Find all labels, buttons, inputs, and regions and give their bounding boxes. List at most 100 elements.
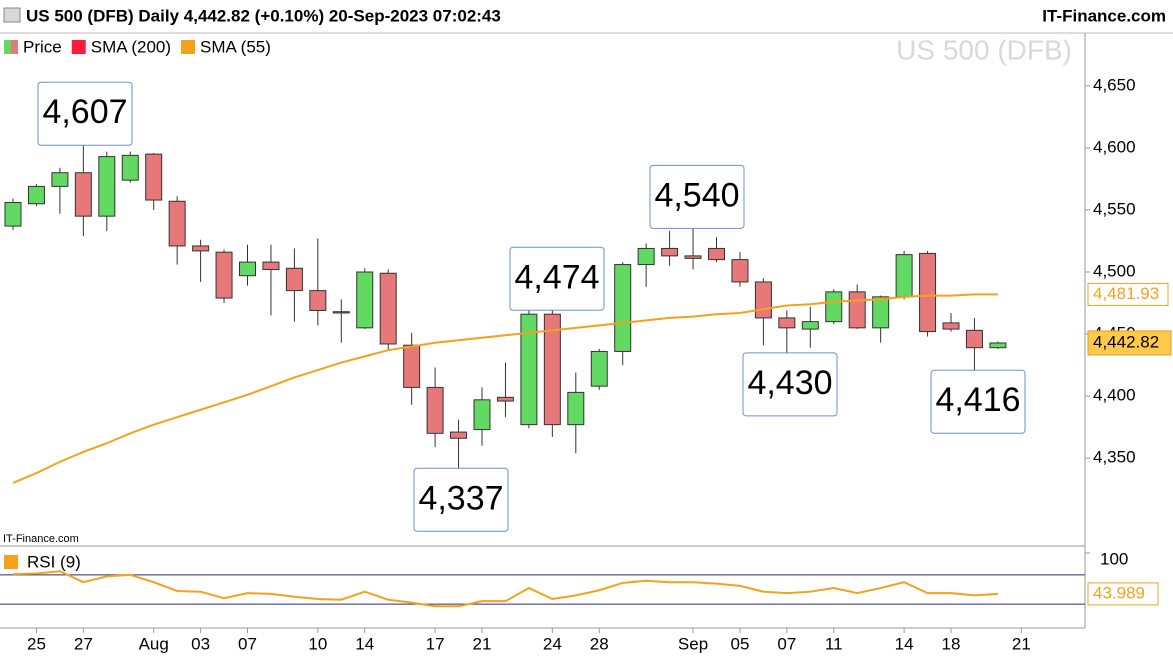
candle-body [872,296,890,329]
legend-label: SMA (55) [200,37,271,56]
last-value-box [1087,330,1172,356]
candle-body [98,156,116,217]
candle-body [708,247,725,261]
legend-swatch [4,40,11,54]
candle-body [332,311,350,314]
candle-body [895,254,913,298]
candle-body [965,329,983,349]
candle-body [168,200,186,247]
x-tick-label: 14 [895,634,914,653]
legend-label: SMA (200) [91,37,171,56]
candle-body [543,313,561,426]
y-tick-label: 4,400 [1093,386,1136,405]
candle-body [145,153,163,201]
candle-body [262,261,280,271]
last-value-box [1087,582,1159,606]
annotation-label: 4,416 [935,381,1020,419]
y-tick-label: 4,550 [1093,199,1136,218]
x-tick-label: 14 [355,634,374,653]
header-title: US 500 (DFB) Daily 4,442.82 (+0.10%) 20-… [26,6,501,25]
source-note: IT-Finance.com [3,533,79,545]
candle-body [825,291,843,323]
candle-body [192,245,210,252]
candle-body [989,342,1007,349]
x-tick-label: 28 [590,634,609,653]
x-tick-label: 21 [473,634,492,653]
x-tick-label: 05 [730,634,749,653]
candle-body [121,154,139,181]
x-tick-label: 10 [308,634,327,653]
y-tick-label: 4,600 [1093,137,1136,156]
y-tick-label: 4,350 [1093,448,1136,467]
annotation-label: 4,430 [747,364,832,402]
candle-body [496,396,514,402]
annotation-label: 4,474 [514,258,599,296]
candle-body [919,252,937,333]
candle-body [309,290,327,311]
candle-body [356,271,374,329]
y-tick-label: 100 [1100,549,1128,568]
last-value-label: 4,481.93 [1093,284,1159,303]
candle-body [567,391,585,426]
candle-body [426,386,444,434]
annotation-box [930,369,1026,434]
last-value-label: 4,442.82 [1093,332,1159,351]
candle-body [684,255,702,259]
annotation-box [413,467,509,532]
x-tick-label: 03 [191,634,210,653]
watermark: US 500 (DFB) [896,34,1072,65]
x-tick-label: 11 [825,634,843,653]
candle-body [403,344,421,388]
annotation-box [649,164,745,229]
x-tick-label: 18 [942,634,961,653]
legend-swatch [181,40,196,54]
annotation-box [509,246,605,311]
candle-body [590,350,608,387]
legend-swatch [4,555,18,569]
candle-body [778,317,796,329]
candle-body [614,264,632,352]
x-tick-label: 24 [543,634,562,653]
annotation-box [37,81,133,146]
y-tick-label: 4,500 [1093,261,1136,280]
candle-body [74,172,92,217]
x-tick-label: 07 [777,634,796,653]
demo-icon [3,7,21,23]
annotation-box [742,352,838,417]
candle-body [520,313,538,426]
legend-label: Price [23,37,62,56]
x-tick-label: Aug [139,634,169,653]
line-series [12,570,998,608]
header-brand: IT-Finance.com [1042,6,1166,25]
candle-body [473,399,491,431]
legend-swatch [11,40,18,54]
annotation-label: 4,337 [418,479,503,517]
candle-body [51,172,69,187]
line-series [12,293,998,484]
x-tick-label: Sep [678,634,708,653]
candle-body [450,431,468,439]
last-value-box [1087,282,1169,306]
x-tick-label: 07 [238,634,257,653]
candle-body [215,251,233,299]
annotation-label: 4,540 [654,176,739,214]
candle-body [239,261,256,277]
last-value-label: 43.989 [1093,583,1145,602]
candle-body [754,281,772,319]
x-tick-label: 27 [74,634,93,653]
candle-body [661,247,679,257]
x-tick-label: 21 [1012,634,1031,653]
candle-body [942,322,960,330]
annotation-label: 4,607 [42,93,127,131]
candle-body [637,247,655,266]
x-tick-label: 25 [27,634,46,653]
legend-label: RSI (9) [27,552,81,571]
candle-body [731,259,749,283]
candle-body [379,272,397,345]
x-tick-label: 17 [426,634,445,653]
candle-body [285,267,303,292]
candle-body [4,202,22,227]
candle-body [848,291,866,329]
